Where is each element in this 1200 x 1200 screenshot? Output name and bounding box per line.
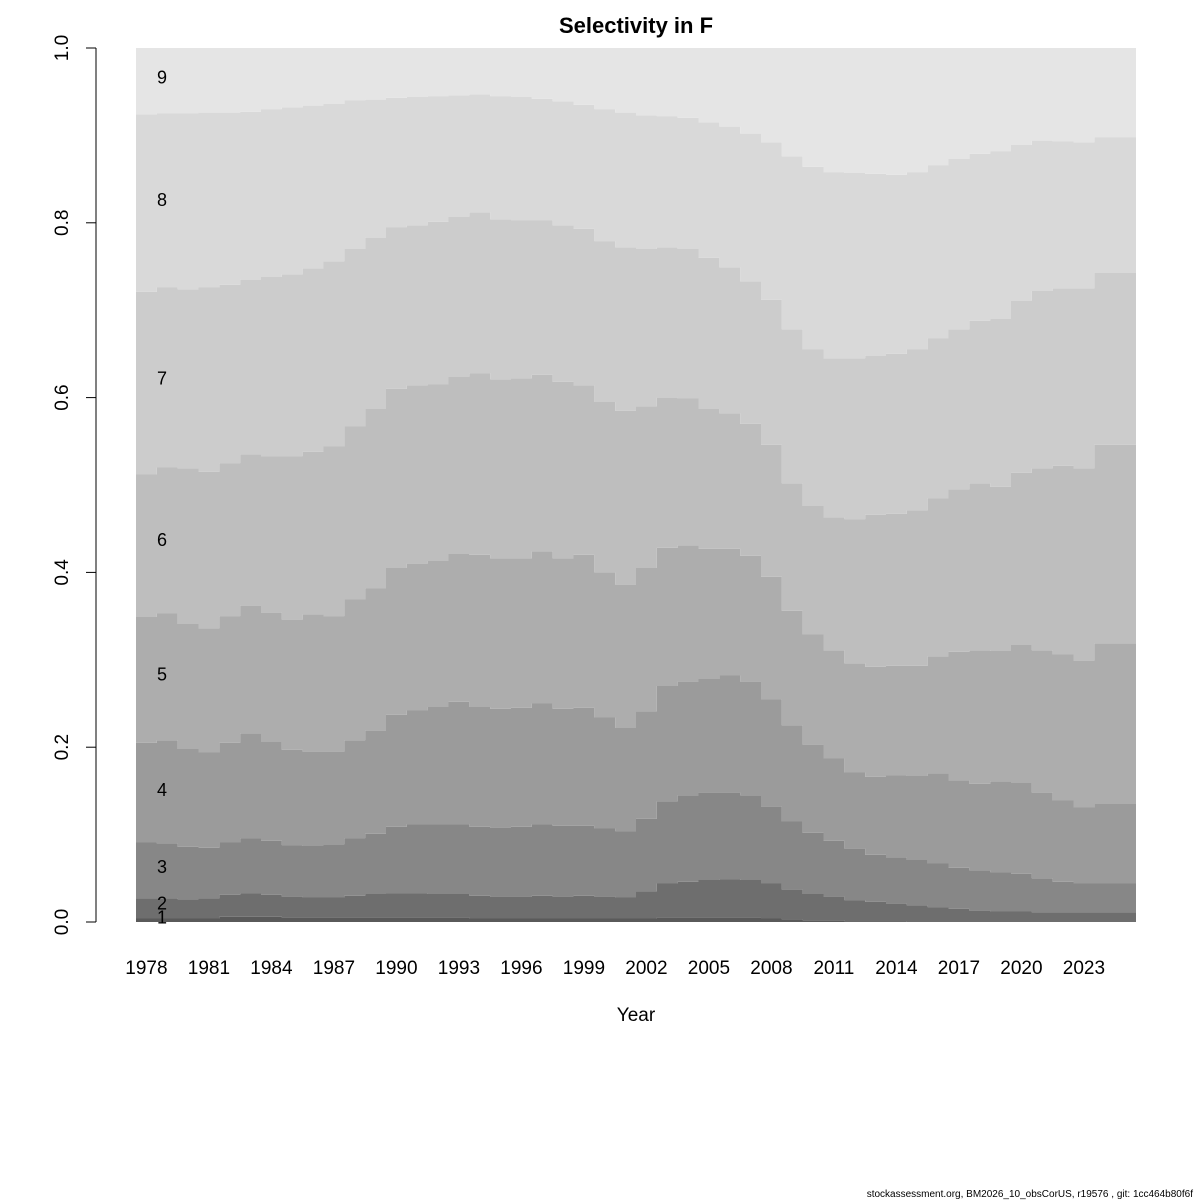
age-label-4: 4 xyxy=(157,780,167,800)
band-age-2 xyxy=(136,879,1136,922)
x-tick-label: 2005 xyxy=(688,958,730,979)
x-tick-label: 1990 xyxy=(375,958,417,979)
x-tick-label: 2023 xyxy=(1063,958,1105,979)
x-tick-label: 1978 xyxy=(125,958,167,979)
y-tick-label: 1.0 xyxy=(52,35,73,61)
x-tick-label: 1996 xyxy=(500,958,542,979)
x-tick-label: 1999 xyxy=(563,958,605,979)
y-tick-label: 0.6 xyxy=(52,384,73,410)
age-label-9: 9 xyxy=(157,68,167,88)
x-tick-label: 1987 xyxy=(313,958,355,979)
x-tick-label: 2017 xyxy=(938,958,980,979)
band-age-5 xyxy=(136,545,1136,808)
y-tick-label: 0.2 xyxy=(52,734,73,760)
band-age-3 xyxy=(136,792,1136,913)
age-label-8: 8 xyxy=(157,190,167,210)
x-tick-label: 2014 xyxy=(875,958,918,979)
y-tick-label: 0.4 xyxy=(52,559,73,586)
x-tick-label: 1984 xyxy=(250,958,293,979)
chart-title: Selectivity in F xyxy=(559,13,713,38)
x-tick-label: 1981 xyxy=(188,958,230,979)
age-labels: 12 3 4 5 6 7 8 9 xyxy=(157,68,167,928)
age-label-2: 2 xyxy=(157,894,167,914)
x-tick-label: 2011 xyxy=(813,958,854,979)
x-tick-label: 2002 xyxy=(625,958,667,979)
age-label-3: 3 xyxy=(157,857,167,877)
age-label-1: 1 xyxy=(157,908,167,928)
band-age-7 xyxy=(136,212,1136,520)
x-tick-label: 1993 xyxy=(438,958,480,979)
band-age-8 xyxy=(136,94,1136,359)
age-label-7: 7 xyxy=(157,368,167,388)
x-axis-label: Year xyxy=(617,1005,656,1026)
band-age-1 xyxy=(136,916,1136,922)
age-label-6: 6 xyxy=(157,530,167,550)
x-tick-label: 2008 xyxy=(750,958,792,979)
band-age-6 xyxy=(136,373,1136,667)
age-label-5: 5 xyxy=(157,665,167,685)
y-axis: 0.0 0.2 0.4 0.6 0.8 1.0 xyxy=(52,35,97,935)
x-axis: 1978 1981 1984 1987 1990 1993 1996 1999 2002 2005… xyxy=(125,958,1105,979)
y-tick-label: 0.8 xyxy=(52,210,73,236)
stacked-bands xyxy=(136,48,1136,922)
band-age-9 xyxy=(136,48,1136,175)
footer-text: stockassessment.org, BM2026_10_obsCorUS,… xyxy=(867,1189,1194,1200)
y-tick-label: 0.0 xyxy=(52,909,73,935)
x-tick-label: 2020 xyxy=(1000,958,1042,979)
